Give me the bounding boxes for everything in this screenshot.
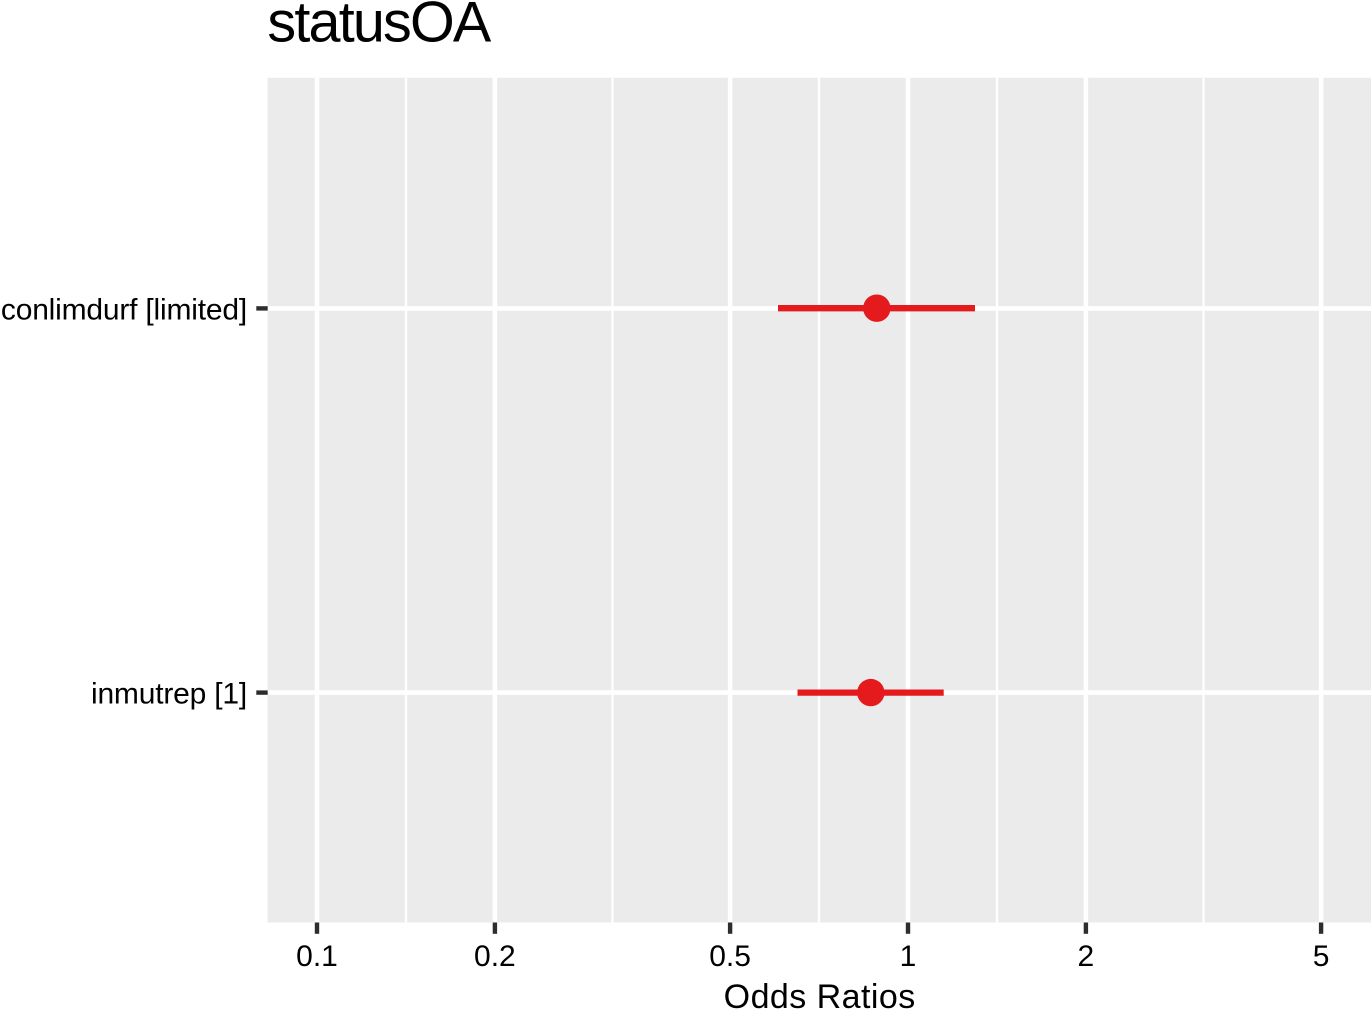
svg-text:0.2: 0.2 (474, 940, 516, 973)
svg-text:statusOA: statusOA (267, 0, 492, 54)
svg-text:inmutrep [1]: inmutrep [1] (91, 678, 247, 711)
svg-text:2: 2 (1078, 940, 1095, 973)
svg-text:0.1: 0.1 (296, 940, 338, 973)
svg-text:Odds Ratios: Odds Ratios (724, 978, 916, 1009)
svg-text:1: 1 (900, 940, 917, 973)
svg-text:0.5: 0.5 (709, 940, 751, 973)
svg-text:conlimdurf [limited]: conlimdurf [limited] (1, 293, 247, 326)
svg-text:5: 5 (1313, 940, 1330, 973)
